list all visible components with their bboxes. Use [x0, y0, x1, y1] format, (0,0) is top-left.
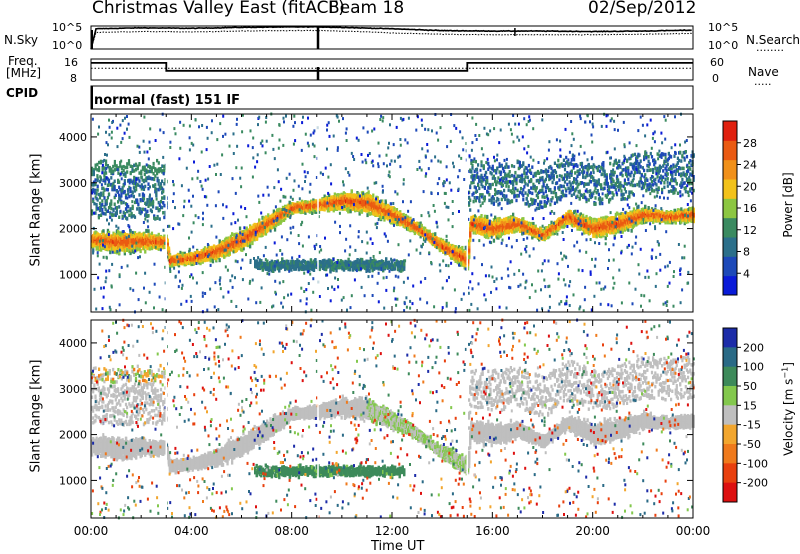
power-colorbar-label: 12 [743, 224, 757, 237]
power-colorbar-label: 4 [743, 267, 750, 280]
power-colorbar-segment [723, 198, 737, 219]
x-tick-label: 12:00 [375, 524, 410, 538]
power-ytick-label: 2000 [59, 223, 87, 236]
nsearch-tick-bottom: 10^0 [708, 40, 738, 51]
nave-dots: ..... [754, 76, 771, 87]
nsky-label: N.Sky [4, 34, 38, 46]
velocity-colorbar-label: 200 [743, 341, 764, 354]
x-tick-label: 04:00 [174, 524, 209, 538]
nave-label: Nave [748, 66, 779, 78]
velocity-colorbar-segment [723, 444, 737, 464]
power-panel: 1000 2000 3000 4000 [59, 112, 695, 314]
velocity-ytick-label: 3000 [59, 383, 87, 396]
velocity-colorbar-label: -200 [743, 477, 768, 490]
beam-label: Beam 18 [328, 0, 404, 17]
power-colorbar-title: Power [dB] [781, 172, 795, 237]
power-colorbar-label: 8 [743, 246, 750, 259]
power-colorbar-label: 16 [743, 202, 757, 215]
velocity-colorbar-label: -50 [743, 438, 761, 451]
velocity-colorbar-frame [722, 327, 738, 503]
nsky-series-0 [90, 25, 692, 50]
freq-tick-bottom: 8 [70, 73, 77, 84]
plot-title: Christmas Valley East (fitACF) [92, 0, 345, 17]
nsearch-dots: ........ [756, 42, 784, 53]
velocity-colorbar-segment [723, 386, 737, 406]
nsearch-label: N.Search [746, 34, 800, 46]
velocity-ytick-label: 2000 [59, 429, 87, 442]
nsky-tick-bottom: 10^0 [52, 40, 82, 51]
power-colorbar-segment [723, 217, 737, 238]
velocity-ytick-label: 1000 [59, 474, 87, 487]
x-tick-label: 00:00 [74, 524, 109, 538]
freq-frame [90, 58, 694, 81]
power-colorbar-segment [723, 275, 737, 296]
power-colorbar-label: 28 [743, 137, 757, 150]
velocity-colorbar-label: 50 [743, 380, 757, 393]
date-label: 02/Sep/2012 [588, 0, 696, 17]
power-colorbar-segment [723, 179, 737, 199]
freq-tick-top: 16 [64, 57, 78, 68]
velocity-colorbar-label: 15 [743, 399, 757, 412]
velocity-colorbar-segment [723, 328, 737, 348]
velocity-y-axis-title: Slant Range [km] [29, 360, 44, 473]
nsky-tick-top: 10^5 [52, 22, 82, 33]
cpid-value: normal (fast) 151 IF [94, 94, 240, 107]
velocity-colorbar-label: -100 [743, 457, 768, 470]
x-tick-label: 16:00 [475, 524, 510, 538]
velocity-ytick-label: 4000 [59, 337, 87, 350]
power-colorbar-label: 20 [743, 180, 757, 193]
power-colorbar-segment [723, 121, 737, 141]
power-colorbar-segment [723, 237, 737, 257]
nsky-frame [90, 25, 694, 50]
freq-label: Freq. [8, 55, 38, 67]
power-colorbar-segment [723, 256, 737, 277]
freq-unit-label: [MHz] [6, 67, 41, 79]
power-colorbar: 4 8 12 16 20 24 28 [722, 120, 757, 296]
x-axis-title: Time UT [371, 540, 424, 553]
velocity-colorbar: 200 100 50 15 -15 -50 -100 -200 [722, 327, 768, 503]
cpid-frame [90, 85, 694, 110]
cpid-label: CPID [6, 87, 38, 99]
velocity-colorbar-segment [723, 482, 737, 503]
velocity-colorbar-segment [723, 405, 737, 426]
nsky-panel [90, 25, 694, 50]
power-y-axis-title: Slant Range [km] [29, 154, 44, 267]
power-ytick-label: 3000 [59, 177, 87, 190]
velocity-colorbar-label: -15 [743, 419, 761, 432]
nsearch-tick-top: 10^5 [708, 22, 738, 33]
velocity-colorbar-segment [723, 347, 737, 368]
power-cells [91, 112, 695, 314]
power-colorbar-segment [723, 159, 737, 180]
power-ytick-label: 4000 [59, 131, 87, 144]
nave-tick-top: 60 [710, 57, 724, 68]
x-tick-label: 00:00 [676, 524, 711, 538]
velocity-colorbar-title: Velocity [m s−1] [781, 362, 796, 456]
velocity-colorbar-segment [723, 424, 737, 445]
freq-panel [90, 58, 694, 110]
nsky-series-1 [90, 29, 692, 50]
velocity-colorbar-label: 100 [743, 361, 764, 374]
x-tick-label: 20:00 [575, 524, 610, 538]
power-colorbar-segment [723, 140, 737, 161]
power-ytick-label: 1000 [59, 268, 87, 281]
velocity-colorbar-segment [723, 463, 737, 484]
velocity-cells [91, 318, 695, 520]
freq-line [91, 62, 693, 72]
x-tick-label: 08:00 [274, 524, 309, 538]
nave-tick-bottom: 0 [712, 73, 719, 84]
velocity-colorbar-segment [723, 366, 737, 387]
power-colorbar-label: 24 [743, 159, 757, 172]
velocity-panel: 1000 2000 3000 4000 00:00 04:00 08:00 12:00 16:0… [59, 318, 711, 538]
